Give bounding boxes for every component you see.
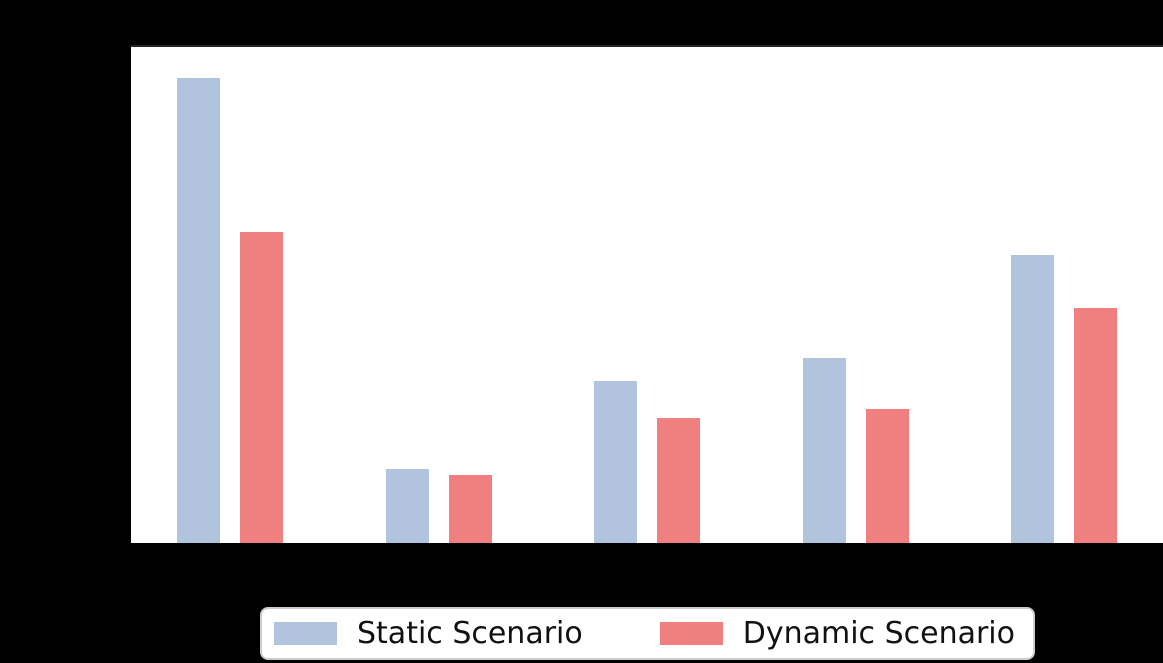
static-scenario-swatch [274, 622, 337, 645]
bar-static-group1 [177, 78, 220, 543]
legend-label-dynamic: Dynamic Scenario [742, 615, 1015, 651]
legend-label-static: Static Scenario [357, 615, 583, 651]
bar-dynamic-group1 [240, 232, 283, 543]
legend-item-dynamic: Dynamic Scenario [659, 615, 1015, 651]
bar-dynamic-group4 [865, 409, 909, 543]
bar-dynamic-group2 [448, 475, 492, 543]
plot-area [131, 45, 1163, 547]
legend: Static Scenario Dynamic Scenario [260, 607, 1035, 660]
dynamic-scenario-swatch [659, 622, 723, 645]
bar-static-group2 [385, 469, 429, 543]
bar-dynamic-group3 [657, 418, 700, 543]
bar-dynamic-group5 [1074, 308, 1117, 543]
bar-static-group3 [594, 381, 637, 543]
legend-item-static: Static Scenario [274, 615, 583, 651]
bar-static-group5 [1011, 255, 1054, 543]
bar-static-group4 [802, 358, 846, 543]
